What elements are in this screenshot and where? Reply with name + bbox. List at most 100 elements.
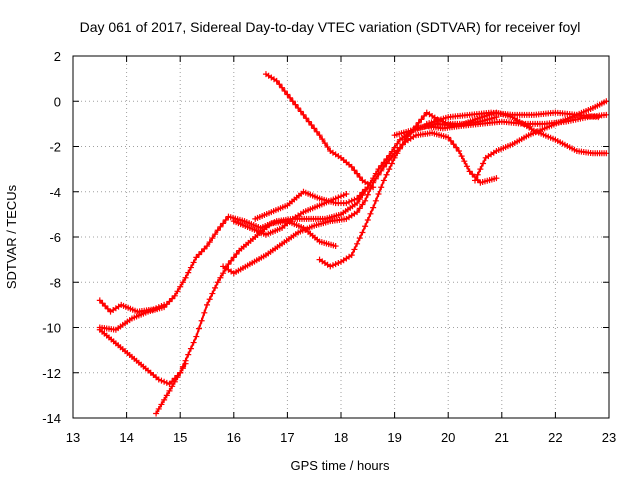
data-point: [418, 116, 425, 123]
data-point: [343, 200, 350, 207]
data-point: [327, 263, 334, 270]
data-point: [364, 217, 371, 224]
data-point: [308, 122, 315, 129]
data-point: [166, 387, 173, 394]
data-point: [380, 177, 387, 184]
data-point: [161, 396, 168, 403]
data-point: [332, 261, 339, 268]
data-point: [153, 410, 160, 417]
data-point: [386, 157, 393, 164]
data-point: [453, 144, 460, 151]
data-point: [276, 81, 283, 88]
data-point: [391, 144, 398, 151]
data-point: [477, 166, 484, 173]
data-point: [204, 243, 210, 250]
data-point: [466, 168, 473, 175]
data-point: [279, 84, 286, 91]
y-tick-label: -8: [49, 275, 61, 290]
data-point: [169, 383, 176, 390]
data-point: [174, 374, 181, 381]
data-point: [198, 248, 205, 255]
data-point: [163, 392, 170, 399]
data-point: [273, 77, 280, 84]
series-track-3: [96, 218, 339, 388]
data-point: [177, 283, 184, 290]
data-point: [179, 279, 186, 286]
data-point: [351, 246, 358, 253]
data-point: [233, 250, 240, 257]
data-point: [399, 141, 406, 148]
series-track-12: [423, 109, 602, 127]
data-point: [354, 209, 361, 216]
data-point: [185, 351, 192, 358]
y-tick-label: -12: [42, 366, 61, 381]
data-point: [356, 235, 363, 242]
y-tick-label: -6: [49, 230, 61, 245]
data-point: [338, 193, 344, 200]
series-line: [155, 362, 187, 415]
x-axis-label: GPS time / hours: [291, 458, 390, 473]
x-tick-label: 20: [441, 430, 455, 445]
data-point: [324, 144, 331, 151]
data-point: [96, 297, 103, 304]
x-tick-label: 21: [495, 430, 509, 445]
data-point: [450, 141, 457, 148]
data-point: [405, 133, 411, 140]
data-point: [383, 171, 390, 178]
data-point: [295, 105, 302, 112]
data-point: [447, 137, 454, 144]
data-point: [362, 223, 369, 230]
x-tick-label: 17: [280, 430, 294, 445]
data-point: [421, 112, 428, 119]
data-point: [316, 132, 323, 139]
data-point: [201, 309, 208, 316]
data-point: [161, 301, 168, 308]
x-tick-label: 18: [334, 430, 348, 445]
data-point: [396, 145, 403, 152]
data-point: [356, 174, 363, 181]
data-series: [96, 71, 610, 417]
data-point: [348, 197, 355, 204]
data-point: [155, 304, 162, 311]
data-point: [603, 98, 610, 105]
data-point: [174, 288, 181, 295]
y-tick-label: 0: [54, 94, 61, 109]
data-point: [206, 239, 213, 246]
data-point: [102, 303, 109, 310]
data-point: [158, 377, 165, 384]
x-tick-label: 13: [66, 430, 80, 445]
data-point: [150, 306, 157, 313]
data-point: [332, 243, 339, 250]
data-point: [305, 118, 312, 125]
plot-frame: [72, 55, 610, 419]
data-point: [335, 194, 342, 201]
series-track-11: [472, 98, 610, 184]
data-point: [155, 376, 162, 383]
data-point: [321, 140, 328, 147]
grid-lines: [73, 56, 609, 418]
data-point: [372, 175, 379, 182]
data-point: [209, 290, 216, 297]
data-point: [359, 201, 366, 208]
data-point: [195, 251, 202, 258]
data-point: [348, 163, 355, 170]
data-point: [370, 184, 377, 191]
data-point: [166, 298, 173, 305]
data-point: [343, 191, 350, 198]
data-point: [493, 175, 500, 182]
data-point: [329, 262, 336, 269]
x-tick-label: 23: [602, 430, 616, 445]
data-point: [319, 136, 326, 143]
data-point: [351, 167, 358, 174]
data-point: [182, 360, 189, 367]
data-point: [354, 240, 361, 247]
data-point: [378, 184, 385, 191]
axis-ticks: 13 14 15 16 17 18 19 20 21 22 23 -14 -12 -10 -8 -6 -4 -2 0…: [42, 49, 616, 445]
y-tick-label: 2: [54, 49, 61, 64]
x-tick-label: 22: [548, 430, 562, 445]
data-point: [455, 148, 462, 155]
data-point: [458, 153, 465, 160]
data-point: [185, 269, 192, 276]
data-point: [220, 220, 227, 227]
data-point: [193, 333, 200, 340]
